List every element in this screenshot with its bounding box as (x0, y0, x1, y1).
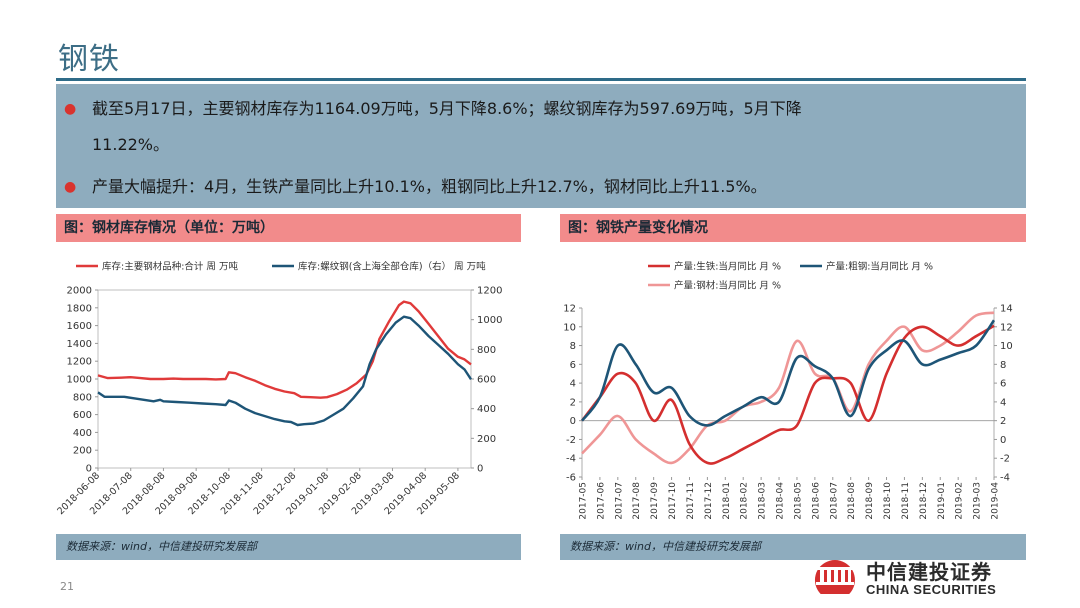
y-tick-label-right: 8 (1000, 360, 1006, 371)
y-tick-label-left: 0 (86, 464, 92, 475)
legend-label-1: 产量:粗钢:当月同比 月 % (826, 261, 933, 273)
x-tick-label: 2018-10 (883, 482, 893, 520)
title-divider (56, 78, 1026, 81)
x-tick-label: 2018-07 (829, 482, 839, 520)
x-tick-label: 2017-07 (614, 482, 624, 520)
y-tick-label-left: 8 (570, 341, 576, 352)
y-tick-label-left: 1800 (67, 303, 92, 314)
x-tick-label: 2019-04 (991, 482, 1001, 520)
left-chart-title: 图：钢材库存情况（单位：万吨） (56, 214, 521, 242)
logo-text-en: CHINA SECURITIES (866, 582, 997, 597)
bullet-text: 11.22%。 (92, 135, 170, 154)
y-tick-label-right: -2 (1000, 454, 1010, 465)
y-tick-label-right: -4 (1000, 473, 1010, 484)
series-line-0 (97, 300, 472, 399)
page-number: 21 (60, 580, 74, 593)
output-chart: -6 -4 -2 0 2 4 6 8 10 12 -4 -2 0 2 4 6 8 10 12 14 2017-05 201… (563, 261, 1013, 520)
china-securities-logo-icon (815, 560, 855, 594)
y-tick-label-right: 2 (1000, 416, 1006, 427)
x-tick-label: 2019-02 (955, 482, 965, 520)
y-tick-label-left: 1400 (67, 339, 92, 350)
y-tick-label-left: -6 (566, 473, 576, 484)
y-tick-label-left: 0 (570, 416, 576, 427)
y-tick-label-left: 400 (73, 428, 92, 439)
y-tick-label-left: 12 (563, 304, 576, 315)
y-tick-label-right: 0 (477, 464, 483, 475)
y-tick-label-left: 1600 (67, 321, 92, 332)
x-tick-label: 2018-08 (847, 482, 857, 520)
y-tick-label-left: -4 (566, 454, 576, 465)
x-tick-label: 2018-12 (919, 482, 929, 520)
y-tick-label-left: 1200 (67, 357, 92, 368)
x-tick-label: 2018-11 (901, 482, 911, 520)
y-tick-label-right: 400 (477, 404, 496, 415)
y-tick-label-right: 0 (1000, 435, 1006, 446)
x-tick-label: 2018-06 (811, 482, 821, 520)
y-tick-label-right: 1000 (477, 315, 502, 326)
left-chart-source: 数据来源：wind，中信建投研究发展部 (56, 534, 521, 560)
x-tick-label: 2018-02 (740, 482, 750, 520)
y-tick-label-right: 6 (1000, 379, 1006, 390)
series-line-1 (580, 319, 996, 427)
x-tick-label: 2017-10 (668, 482, 678, 520)
legend-label-0: 库存:主要钢材品种:合计 周 万吨 (102, 261, 238, 273)
x-tick-label: 2019-03 (973, 482, 983, 520)
y-tick-label-left: 2000 (67, 286, 92, 297)
x-tick-label: 2017-06 (596, 482, 606, 520)
x-tick-label: 2017-12 (704, 482, 714, 520)
legend-label-2: 产量:钢材:当月同比 月 % (674, 280, 781, 292)
page-title: 钢铁 (58, 42, 120, 77)
y-tick-label-left: 2 (570, 397, 576, 408)
series-line-1 (97, 315, 473, 427)
y-tick-label-right: 12 (1000, 322, 1013, 333)
y-tick-label-right: 200 (477, 434, 496, 445)
x-tick-label: 2017-09 (650, 482, 660, 520)
bullet-text: 截至5月17日，主要钢材库存为1164.09万吨，5月下降8.6%；螺纹钢库存为… (92, 99, 802, 118)
y-tick-label-right: 800 (477, 345, 496, 356)
y-tick-label-right: 600 (477, 375, 496, 386)
y-tick-label-left: 200 (73, 446, 92, 457)
y-tick-label-right: 14 (1000, 304, 1013, 315)
summary-box: ● 截至5月17日，主要钢材库存为1164.09万吨，5月下降8.6%；螺纹钢库… (56, 84, 1026, 208)
x-tick-label: 2018-05 (793, 482, 803, 520)
y-tick-label-left: 600 (73, 410, 92, 421)
series-line-0 (580, 324, 995, 465)
x-tick-label: 2018-04 (776, 482, 786, 520)
bullet-dot-icon: ● (64, 179, 77, 195)
bullet-text: 产量大幅提升：4月，生铁产量同比上升10.1%，粗钢同比上升12.7%，钢材同比… (92, 177, 767, 196)
x-tick-label: 2018-09 (865, 482, 875, 520)
series-line-2 (581, 311, 995, 465)
y-tick-label-left: 10 (563, 322, 576, 333)
y-tick-label-left: 4 (570, 379, 576, 390)
y-tick-label-left: 800 (73, 392, 92, 403)
x-tick-label: 2019-01 (937, 482, 947, 520)
inventory-chart: 0 200 400 600 800 1000 1200 1400 1600 1800 2000 0 20… (56, 261, 502, 518)
right-chart-title: 图：钢铁产量变化情况 (560, 214, 1026, 242)
right-chart-source: 数据来源：wind，中信建投研究发展部 (560, 534, 1026, 560)
bullet-dot-icon: ● (64, 101, 77, 117)
logo-text-cn: 中信建投证券 (866, 560, 992, 584)
x-tick-label: 2017-11 (686, 482, 696, 520)
x-tick-label: 2017-05 (579, 482, 589, 520)
y-tick-label-right: 10 (1000, 341, 1013, 352)
y-tick-label-right: 4 (1000, 397, 1006, 408)
x-tick-label: 2018-01 (722, 482, 732, 520)
y-tick-label-right: 1200 (477, 286, 502, 297)
legend-label-0: 产量:生铁:当月同比 月 % (674, 261, 781, 273)
y-tick-label-left: 1000 (67, 375, 92, 386)
y-tick-label-left: -2 (566, 435, 576, 446)
legend-label-1: 库存:螺纹钢(含上海全部仓库)（右） 周 万吨 (298, 261, 486, 273)
y-tick-label-left: 6 (570, 360, 576, 371)
x-tick-label: 2017-08 (632, 482, 642, 520)
x-tick-label: 2018-03 (758, 482, 768, 520)
